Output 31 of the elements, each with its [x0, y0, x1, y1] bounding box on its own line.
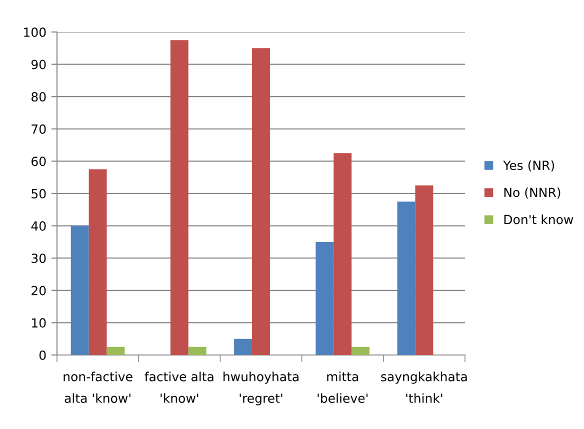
y-tick-label: 70: [32, 124, 46, 134]
y-tick-label: 30: [32, 254, 46, 264]
legend-label: Yes (NR): [503, 160, 554, 172]
bar: [334, 153, 352, 355]
bar: [188, 346, 206, 355]
x-tick-label: non-factive alta 'know': [64, 372, 132, 403]
y-tick-label: 0: [39, 350, 46, 360]
bar: [415, 185, 434, 355]
y-tick-label: 80: [32, 92, 46, 102]
y-tick-label: 100: [24, 27, 46, 37]
y-tick-label: 90: [31, 60, 46, 70]
y-tick-label: 10: [32, 318, 46, 328]
bar: [252, 48, 270, 355]
bar: [70, 226, 89, 355]
x-tick-label: mitta 'believe': [318, 372, 368, 403]
x-tick-label: factive alta 'know': [144, 372, 214, 403]
bar: [170, 40, 188, 355]
x-tick-label: sayngkakhata 'think': [381, 372, 467, 403]
bar: [397, 202, 416, 355]
bar: [352, 346, 370, 355]
bar: [106, 346, 125, 355]
bar: [88, 169, 107, 355]
bar: [316, 242, 334, 355]
y-tick-label: 60: [32, 156, 46, 166]
legend-label: Don't know: [504, 214, 574, 224]
x-tick-label: hwuhoyhata 'regret': [224, 372, 298, 406]
y-tick-label: 20: [32, 286, 46, 296]
y-tick-label: 50: [32, 188, 46, 198]
y-tick-label: 40: [31, 221, 46, 231]
bar: [234, 338, 252, 355]
legend-label: No (NNR): [504, 187, 560, 199]
